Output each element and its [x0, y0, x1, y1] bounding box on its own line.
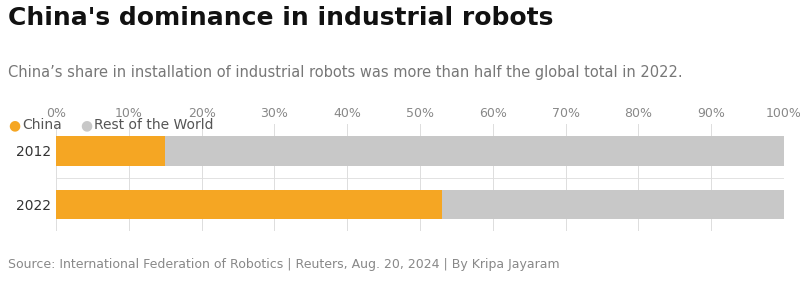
Bar	[56, 190, 442, 219]
Text: Source: International Federation of Robotics | Reuters, Aug. 20, 2024 | By Kripa: Source: International Federation of Robo…	[8, 258, 560, 271]
Text: China: China	[22, 118, 62, 133]
Text: China's dominance in industrial robots: China's dominance in industrial robots	[8, 6, 554, 30]
Bar	[56, 136, 166, 166]
Text: Rest of the World: Rest of the World	[94, 118, 214, 133]
Bar	[442, 190, 784, 219]
Text: ●: ●	[8, 118, 20, 133]
Text: China’s share in installation of industrial robots was more than half the global: China’s share in installation of industr…	[8, 65, 682, 80]
Bar	[166, 136, 784, 166]
Text: ●: ●	[80, 118, 92, 133]
